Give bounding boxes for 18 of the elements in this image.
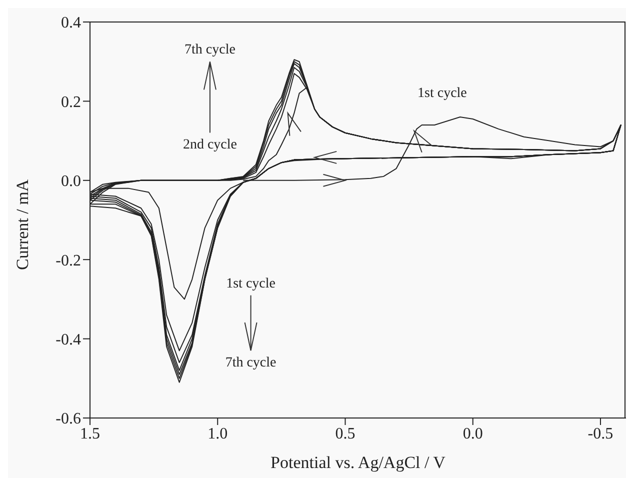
- y-tick-label: 0.0: [61, 173, 81, 190]
- x-tick-label: 1.5: [80, 425, 100, 442]
- x-tick-label: 1.0: [208, 425, 228, 442]
- y-tick-label: 0.4: [61, 14, 81, 32]
- y-tick-label: -0.4: [56, 331, 81, 348]
- y-tick-label: -0.6: [56, 410, 81, 428]
- x-axis-title: Potential vs. Ag/AgCl / V: [270, 453, 446, 472]
- annotation: 7th cycle: [225, 356, 276, 371]
- x-tick-label: -0.5: [588, 425, 614, 442]
- annotation: 1st cycle: [418, 86, 467, 102]
- y-axis-title: Current / mA: [13, 178, 32, 270]
- annotation: 1st cycle: [226, 276, 276, 292]
- x-tick-label: 0.0: [462, 425, 483, 442]
- y-tick-label: 0.2: [61, 94, 81, 111]
- x-tick-label: 0.5: [335, 425, 356, 442]
- y-tick-label: -0.2: [56, 252, 81, 270]
- annotation: 2nd cycle: [182, 138, 237, 153]
- annotation: 7th cycle: [184, 42, 236, 58]
